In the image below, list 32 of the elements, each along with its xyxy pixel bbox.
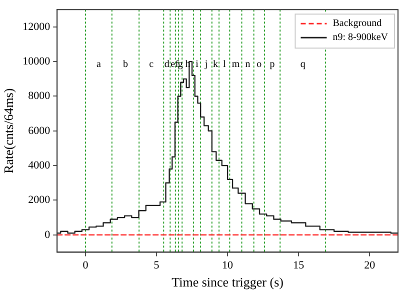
annotation: a: [96, 58, 102, 70]
y-tick-label: 6000: [28, 124, 51, 137]
y-axis-title: Rate(cnts/64ms): [1, 88, 16, 174]
x-tick-label: 0: [82, 260, 89, 272]
annotation: c: [149, 58, 154, 70]
y-tick-label: 10000: [22, 55, 51, 68]
y-tick-label: 2000: [28, 194, 51, 206]
annotation: p: [270, 58, 275, 70]
annotation: d: [164, 58, 170, 70]
annotation: m: [232, 58, 240, 70]
legend-label: n9: 8-900keV: [332, 32, 389, 44]
annotation: q: [300, 58, 306, 70]
x-axis-title: Time since trigger (s): [172, 274, 284, 290]
annotation: g: [178, 58, 183, 70]
annotation: l: [222, 58, 226, 70]
y-tick-label: 8000: [28, 90, 51, 102]
annotation: i: [196, 58, 199, 70]
y-tick-label: 12000: [22, 20, 51, 33]
annotation: n: [245, 58, 250, 70]
x-tick-label: 20: [364, 260, 376, 272]
annotation: o: [256, 58, 262, 70]
legend-label: Background: [332, 18, 382, 30]
annotation: f: [175, 58, 180, 70]
y-tick-label: 4000: [28, 159, 51, 172]
annotation: b: [122, 58, 128, 70]
annotation: j: [204, 58, 208, 70]
x-tick-label: 5: [154, 260, 160, 272]
annotation: e: [170, 58, 176, 70]
y-tick-label: 0: [44, 228, 51, 241]
x-tick-label: 15: [293, 260, 305, 272]
annotation: k: [212, 58, 218, 70]
x-tick-label: 10: [222, 260, 234, 272]
